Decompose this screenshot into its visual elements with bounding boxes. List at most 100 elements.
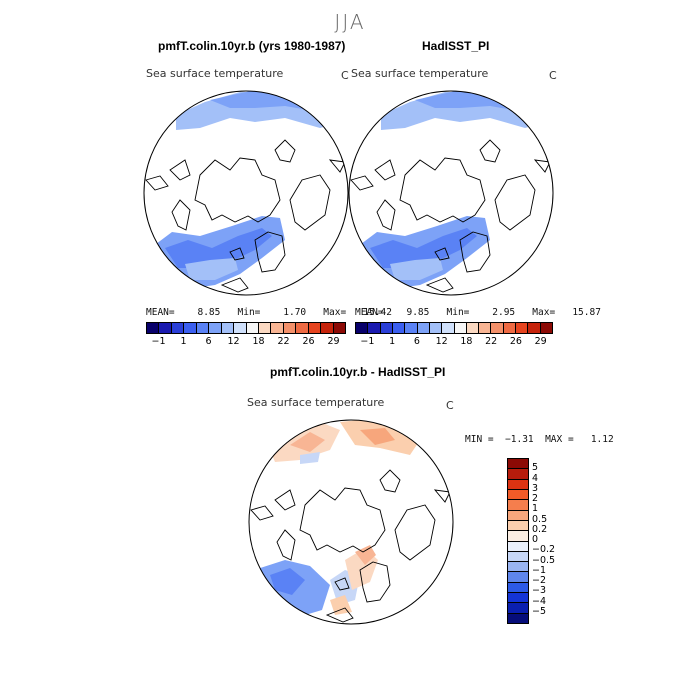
colorbar-swatch [508,581,528,593]
map-boundary-difference [248,419,454,625]
colorbar-swatch [379,323,392,333]
colorbar-swatch [453,323,466,333]
colorbar-level-label: 0.2 [532,523,548,535]
colorbar-swatch [508,478,528,489]
colorbar-swatch [508,602,528,613]
colorbar-tick-label: 22 [485,336,498,347]
colorbar-swatch [195,323,209,333]
colorbar-tick-label: 1 [180,336,187,347]
map-boundary-obs [348,90,554,296]
panel-title-difference: pmfT.colin.10yr.b - HadISST_PI [270,365,446,379]
variable-label-difference: Sea surface temperature [247,396,385,409]
variable-label-obs: Sea surface temperature [351,67,489,80]
colorbar-difference [507,458,529,624]
colorbar-swatch [356,323,368,333]
colorbar-swatch [508,488,528,500]
coastlines-model [145,139,346,293]
colorbar-swatch [282,323,296,333]
colorbar-tick-label: 18 [252,336,265,347]
colorbar-swatch [428,323,442,333]
colorbar-swatch [515,323,528,333]
colorbar-tick-label: 12 [227,336,240,347]
stats-difference: MIN = −1.31 MAX = 1.12 [465,434,614,445]
colorbar-swatch [508,561,528,572]
colorbar-level-label: −2 [532,575,547,586]
panel-title-obs: HadISST_PI [422,39,490,53]
colorbar-swatch [245,323,258,333]
colorbar-swatch [220,323,234,333]
colorbar-labels-difference: 5 4 3 2 1 0.5 0.2 0 −0.2 −0.5 −1 −2 −3 −4 −5 [532,458,572,622]
colorbar-tick-label: −1 [360,336,375,347]
colorbar-swatch [404,323,417,333]
colorbar-swatch [307,323,321,333]
colorbar-obs [355,322,553,334]
colorbar-model [146,322,346,334]
colorbar-swatch [320,323,333,333]
colorbar-swatch [508,592,528,603]
colorbar-swatch [183,323,196,333]
colorbar-level-label: −5 [532,605,547,617]
colorbar-swatch [295,323,308,333]
unit-label-obs: C [549,69,557,82]
colorbar-swatch [508,519,528,531]
coastlines-difference [250,469,451,623]
colorbar-level-label: 0.5 [532,513,548,525]
colorbar-ticks-model: −1 1 6 12 18 22 26 29 [146,336,346,348]
colorbar-tick-label: 6 [205,336,212,347]
colorbar-swatch [158,323,171,333]
colorbar-level-label: 3 [532,482,539,494]
colorbar-level-label: −0.5 [532,554,556,566]
colorbar-swatch [270,323,283,333]
colorbar-swatch [391,323,405,333]
polar-map-obs [353,91,553,290]
colorbar-swatch [527,323,540,333]
colorbar-tick-label: 26 [302,336,315,347]
colorbar-swatch [508,612,528,623]
colorbar-swatch [170,323,184,333]
stats-obs: MEAN= 9.85 Min= 2.95 Max= 15.87 [355,307,601,318]
colorbar-swatch [367,323,380,333]
colorbar-swatch [208,323,221,333]
colorbar-level-label: −1 [532,564,547,576]
colorbar-swatch [502,323,516,333]
unit-label-model: C [341,69,349,82]
colorbar-level-label: −0.2 [532,544,556,556]
colorbar-tick-label: 29 [534,336,547,347]
colorbar-swatch [465,323,479,333]
colorbar-swatch [332,323,345,333]
colorbar-level-label: −4 [532,595,547,607]
colorbar-level-label: 0 [532,534,539,545]
polar-map-difference [254,420,420,618]
colorbar-swatch [508,459,528,469]
colorbar-tick-label: 12 [435,336,448,347]
colorbar-swatch [508,530,528,541]
map-boundary-model [143,90,349,296]
colorbar-swatch [508,550,528,562]
colorbar-swatch [490,323,503,333]
colorbar-level-label: 1 [532,503,539,515]
colorbar-swatch [508,540,528,551]
colorbar-swatch [147,323,159,333]
colorbar-level-label: −3 [532,585,547,597]
panel-title-model: pmfT.colin.10yr.b (yrs 1980-1987) [158,39,346,53]
colorbar-swatch [441,323,454,333]
colorbar-ticks-obs: −1 1 6 12 18 22 26 29 [355,336,553,348]
colorbar-swatch [478,323,491,333]
colorbar-level-label: 4 [532,472,539,484]
colorbar-tick-label: 6 [413,336,420,347]
variable-label-model: Sea surface temperature [146,67,284,80]
colorbar-level-label: 5 [532,462,539,474]
colorbar-tick-label: −1 [151,336,166,347]
colorbar-tick-label: 22 [277,336,290,347]
stats-model: MEAN= 8.85 Min= 1.70 Max= 15.42 [146,307,392,318]
colorbar-tick-label: 1 [389,336,396,347]
polar-map-model [148,91,348,290]
colorbar-tick-label: 29 [327,336,340,347]
colorbar-level-label: 2 [532,493,539,504]
main-title: JJA [334,10,366,34]
unit-label-difference: C [446,399,454,412]
colorbar-swatch [508,468,528,479]
colorbar-tick-label: 18 [460,336,473,347]
colorbar-tick-label: 26 [509,336,522,347]
